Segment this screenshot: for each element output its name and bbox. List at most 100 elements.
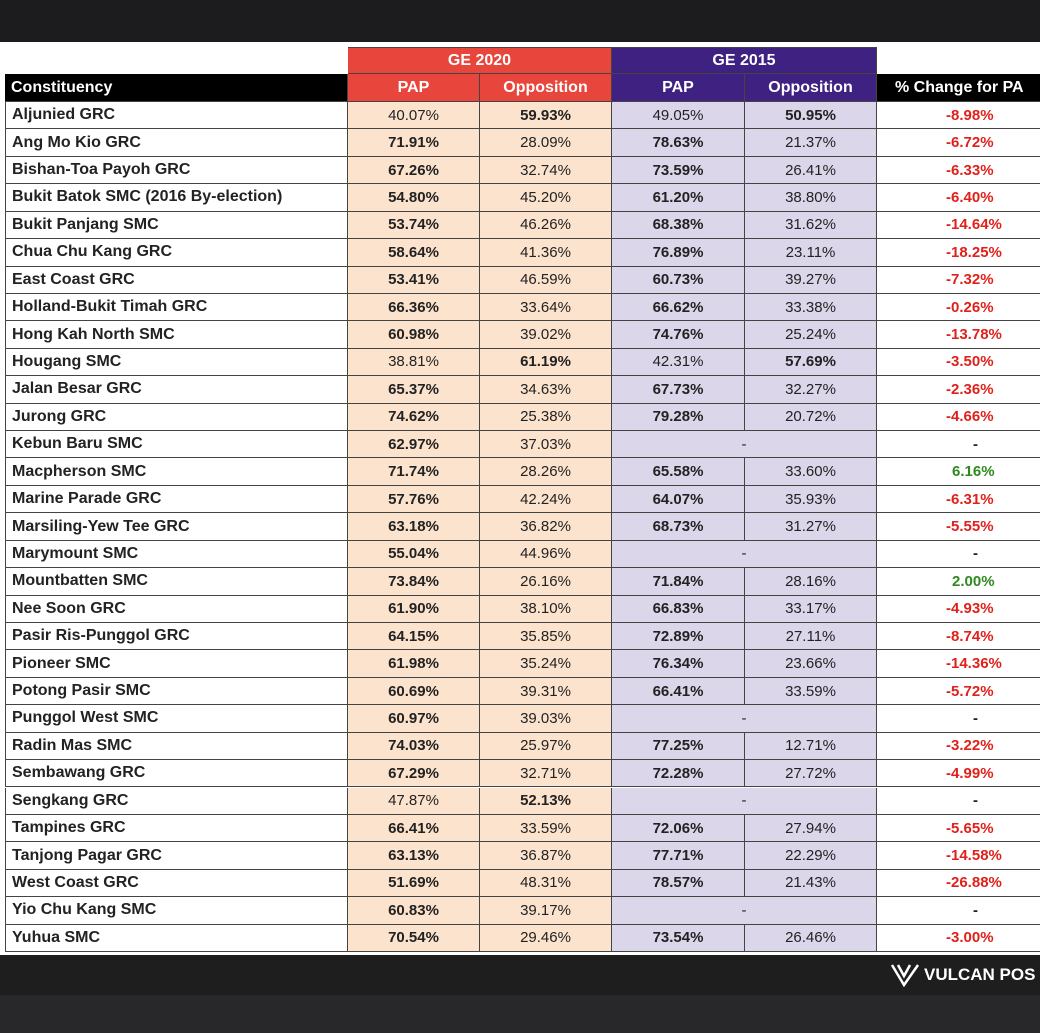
ge2020-cell: 32.74% xyxy=(480,156,612,185)
ge2015-cell: 72.89% xyxy=(612,622,745,651)
change-cell: -26.88% xyxy=(877,870,1040,898)
change-cell: -14.36% xyxy=(877,650,1040,678)
ge2015-cell: 33.60% xyxy=(745,458,877,486)
constituency: Pioneer SMC xyxy=(5,650,348,678)
ge2015-cell: 23.11% xyxy=(745,239,877,267)
constituency: West Coast GRC xyxy=(5,869,348,898)
constituency: Hougang SMC xyxy=(5,348,348,377)
ge2020-cell: 60.97% xyxy=(348,705,480,733)
change-cell: -4.66% xyxy=(877,404,1040,432)
ge2020-cell: 47.87% xyxy=(348,787,480,815)
ge2020-cell: 44.96% xyxy=(480,540,612,569)
ge2015-cell: 39.27% xyxy=(745,266,877,294)
ge2015-cell: - xyxy=(612,787,877,815)
change-cell: -8.74% xyxy=(877,623,1040,651)
ge2015-cell: 49.05% xyxy=(612,102,745,130)
ge2015-cell: 77.71% xyxy=(612,842,745,870)
ge2015-cell: 76.34% xyxy=(612,650,745,678)
ge2020-cell: 39.31% xyxy=(480,677,612,706)
ge2020-cell: 33.59% xyxy=(480,814,612,843)
ge2015-cell: 66.62% xyxy=(612,293,745,322)
change-cell: -6.31% xyxy=(877,486,1040,514)
ge2015-cell: 78.63% xyxy=(612,129,745,157)
ge2020-cell: 71.74% xyxy=(348,458,480,486)
constituency: Punggol West SMC xyxy=(5,705,348,733)
constituency: Potong Pasir SMC xyxy=(5,677,348,706)
constituency: Marsiling-Yew Tee GRC xyxy=(5,513,348,541)
ge2015-cell: 27.94% xyxy=(745,814,877,843)
constituency: Yio Chu Kang SMC xyxy=(5,897,348,925)
ge2020-cell: 39.03% xyxy=(480,705,612,733)
ge2020-cell: 60.98% xyxy=(348,321,480,349)
ge2015-cell: - xyxy=(612,431,877,459)
ge2015-cell: 67.73% xyxy=(612,376,745,404)
ge2015-cell: 32.27% xyxy=(745,376,877,404)
ge2020-cell: 42.24% xyxy=(480,485,612,514)
ge2015-cell: 73.59% xyxy=(612,156,745,185)
ge2020-cell: 54.80% xyxy=(348,184,480,212)
logo-icon xyxy=(890,964,920,987)
ge2015-cell: 28.16% xyxy=(745,568,877,596)
constituency: Aljunied GRC xyxy=(5,102,348,130)
constituency: Yuhua SMC xyxy=(5,924,348,952)
constituency: Kebun Baru SMC xyxy=(5,431,348,459)
ge2020-cell: 36.87% xyxy=(480,842,612,870)
ge2020-cell: 48.31% xyxy=(480,869,612,898)
constituency: Radin Mas SMC xyxy=(5,732,348,761)
change-cell: -18.25% xyxy=(877,239,1040,267)
change-cell: -14.58% xyxy=(877,842,1040,870)
change-cell: -8.98% xyxy=(877,102,1040,130)
ge2020-cell: 29.46% xyxy=(480,924,612,952)
ge2015-cell: 31.62% xyxy=(745,211,877,240)
ge2020-cell: 25.97% xyxy=(480,732,612,761)
constituency: Ang Mo Kio GRC xyxy=(5,129,348,157)
ge2020-cell: 34.63% xyxy=(480,376,612,404)
column-header: Opposition xyxy=(480,74,612,102)
ge2020-cell: 45.20% xyxy=(480,184,612,212)
ge2020-cell: 74.62% xyxy=(348,403,480,432)
ge2020-cell: 65.37% xyxy=(348,376,480,404)
constituency: Hong Kah North SMC xyxy=(5,321,348,349)
ge2020-cell: 36.82% xyxy=(480,513,612,541)
ge2015-cell: 38.80% xyxy=(745,184,877,212)
ge2015-cell: - xyxy=(612,540,877,569)
group-header: GE 2020 xyxy=(348,47,612,74)
ge2020-cell: 39.02% xyxy=(480,321,612,349)
ge2020-cell: 74.03% xyxy=(348,732,480,761)
constituency: Sengkang GRC xyxy=(5,787,348,815)
ge2015-cell: 61.20% xyxy=(612,184,745,212)
ge2015-cell: 68.73% xyxy=(612,513,745,541)
change-cell: - xyxy=(877,705,1040,733)
ge2015-cell: 76.89% xyxy=(612,239,745,267)
ge2015-cell: 68.38% xyxy=(612,211,745,240)
ge2020-cell: 67.26% xyxy=(348,156,480,185)
change-cell: -4.99% xyxy=(877,760,1040,788)
ge2020-cell: 39.17% xyxy=(480,897,612,925)
ge2020-cell: 64.15% xyxy=(348,622,480,651)
logo-text: VULCAN POS xyxy=(924,965,1036,984)
ge2020-cell: 33.64% xyxy=(480,293,612,322)
ge2020-cell: 35.24% xyxy=(480,650,612,678)
ge2015-cell: 66.83% xyxy=(612,595,745,623)
ge2015-cell: 73.54% xyxy=(612,924,745,952)
ge2015-cell: 66.41% xyxy=(612,677,745,706)
constituency: Nee Soon GRC xyxy=(5,595,348,623)
ge2015-cell: 27.11% xyxy=(745,622,877,651)
ge2020-cell: 63.13% xyxy=(348,842,480,870)
ge2015-cell: 78.57% xyxy=(612,869,745,898)
ge2015-cell: 21.37% xyxy=(745,129,877,157)
ge2020-cell: 52.13% xyxy=(480,787,612,815)
ge2020-cell: 57.76% xyxy=(348,485,480,514)
ge2015-cell: 79.28% xyxy=(612,403,745,432)
ge2015-cell: 33.59% xyxy=(745,677,877,706)
ge2015-cell: 74.76% xyxy=(612,321,745,349)
ge2020-cell: 41.36% xyxy=(480,239,612,267)
ge2015-cell: 71.84% xyxy=(612,568,745,596)
change-cell: -5.65% xyxy=(877,815,1040,843)
constituency: Macpherson SMC xyxy=(5,458,348,486)
ge2020-cell: 32.71% xyxy=(480,760,612,788)
ge2020-cell: 55.04% xyxy=(348,540,480,569)
constituency: Tampines GRC xyxy=(5,814,348,843)
ge2015-cell: 21.43% xyxy=(745,869,877,898)
ge2015-cell: 33.38% xyxy=(745,293,877,322)
